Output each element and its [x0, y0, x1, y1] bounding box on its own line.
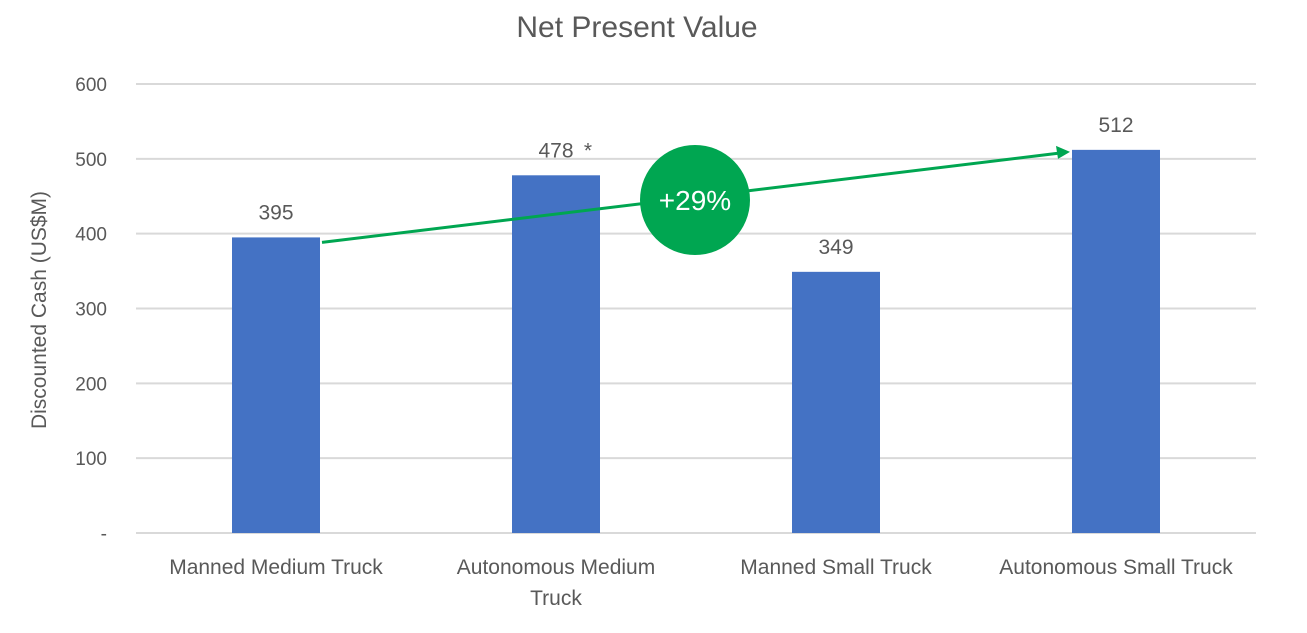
x-tick-label: Manned Medium Truck [169, 556, 383, 579]
data-label: 512 [1098, 114, 1133, 137]
y-axis-label: Discounted Cash (US$M) [28, 191, 51, 429]
data-label: 395 [258, 201, 293, 224]
bar [512, 175, 600, 533]
data-label: 478 [538, 139, 573, 162]
x-tick-label: Autonomous Medium [457, 556, 655, 579]
y-tick-label: - [101, 524, 107, 545]
y-tick-label: 300 [75, 300, 107, 321]
growth-badge [640, 145, 750, 255]
y-tick-label: 200 [75, 374, 107, 395]
chart-title: Net Present Value [516, 11, 757, 44]
asterisk-annotation: * [584, 139, 592, 162]
data-label: 349 [818, 236, 853, 259]
y-tick-label: 100 [75, 449, 107, 470]
x-tick-label: Manned Small Truck [740, 556, 932, 579]
y-tick-label: 500 [75, 150, 107, 171]
bar [232, 237, 320, 534]
bar [792, 271, 880, 533]
y-tick-label: 600 [75, 75, 107, 96]
growth-badge-text: +29% [659, 185, 731, 216]
y-tick-label: 400 [75, 225, 107, 246]
x-tick-label: Truck [530, 587, 582, 610]
bar [1072, 149, 1160, 533]
x-tick-label: Autonomous Small Truck [999, 556, 1233, 579]
arrow-head-icon [1056, 145, 1070, 159]
